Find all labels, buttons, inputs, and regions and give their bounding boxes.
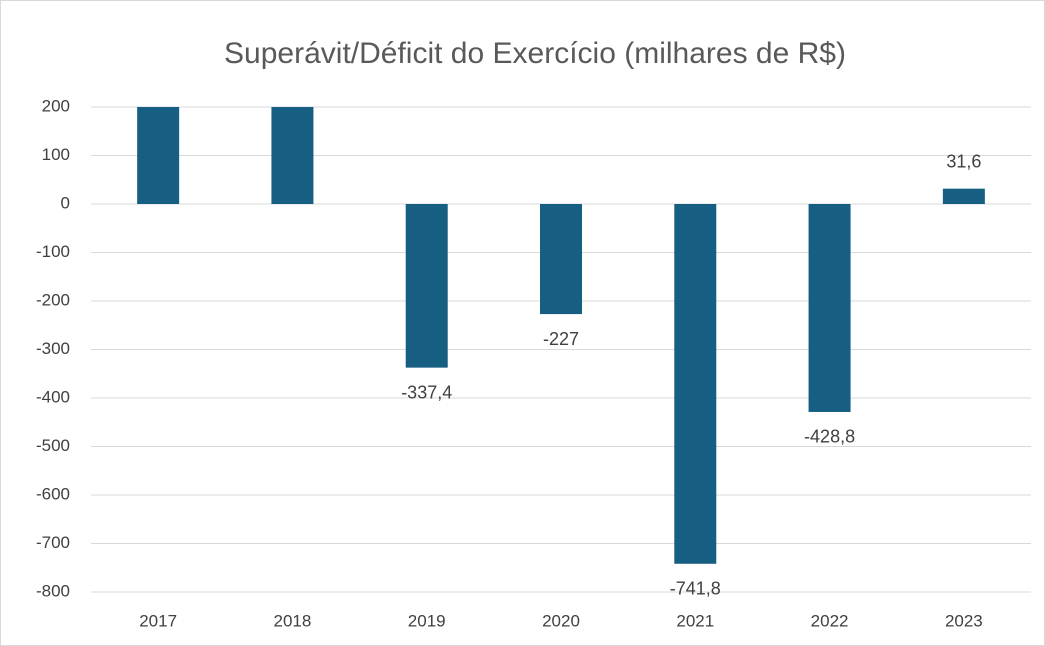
x-tick-label: 2020 <box>542 611 580 630</box>
y-tick-label: 0 <box>61 193 70 212</box>
bar <box>540 204 582 315</box>
x-tick-label: 2019 <box>408 611 446 630</box>
y-tick-label: -700 <box>36 533 70 552</box>
bar <box>942 188 985 204</box>
y-tick-label: -100 <box>36 242 70 261</box>
y-tick-label: -400 <box>36 387 70 406</box>
y-tick-label: -600 <box>36 484 70 503</box>
data-label: -741,8 <box>670 579 721 599</box>
bar <box>137 107 180 204</box>
y-tick-label: -500 <box>36 436 70 455</box>
bar <box>674 204 717 564</box>
y-tick-label: -800 <box>36 581 70 600</box>
y-tick-label: -300 <box>36 339 70 358</box>
data-label: 31,6 <box>946 151 981 171</box>
data-label: -227 <box>543 329 579 349</box>
x-tick-label: 2023 <box>945 611 983 630</box>
y-tick-label: -200 <box>36 290 70 309</box>
chart-title: Superávit/Déficit do Exercício (milhares… <box>224 37 846 70</box>
bar <box>405 204 448 368</box>
y-tick-label: 200 <box>42 96 70 115</box>
y-tick-label: 100 <box>42 145 70 164</box>
x-tick-label: 2018 <box>274 611 312 630</box>
x-tick-label: 2017 <box>139 611 177 630</box>
data-label: -337,4 <box>401 382 452 402</box>
data-label: -428,8 <box>804 427 855 447</box>
bar <box>271 107 314 204</box>
x-tick-label: 2022 <box>811 611 849 630</box>
bar <box>808 204 851 412</box>
x-tick-label: 2021 <box>676 611 714 630</box>
